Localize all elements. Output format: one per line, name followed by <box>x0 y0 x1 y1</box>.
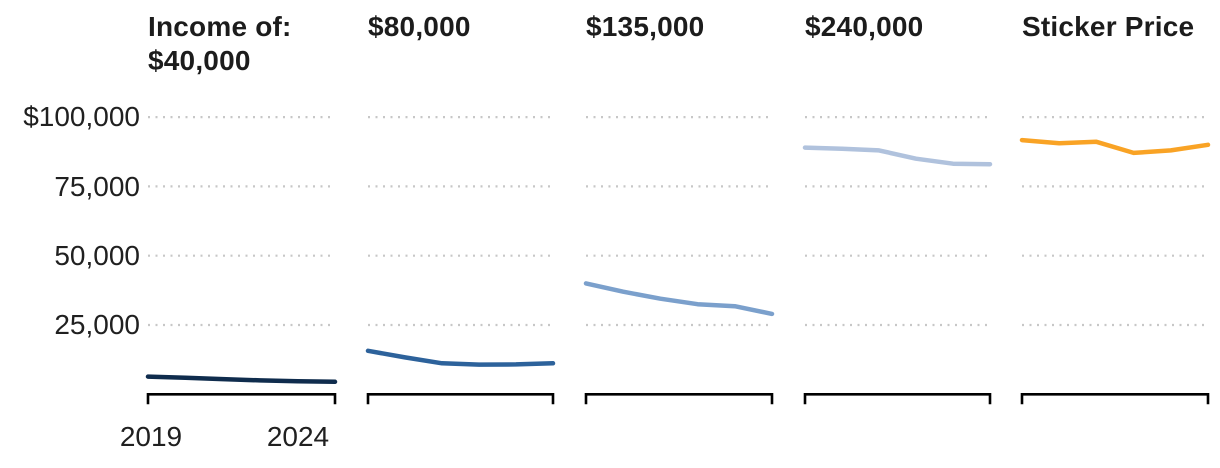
panel-title-line1: $135,000 <box>586 11 705 42</box>
y-axis-tick-100000: $100,000 <box>23 101 140 132</box>
panel-title-income-135000: $135,000 <box>586 10 798 44</box>
series-line <box>1019 137 1211 156</box>
panel-title-line1: Income of: <box>148 11 292 42</box>
series-line <box>365 348 556 367</box>
x-axis-bracket <box>1020 393 1210 405</box>
panel-title-line1: $80,000 <box>368 11 471 42</box>
panel-title-sticker-price: Sticker Price <box>1022 10 1220 44</box>
y-axis-tick-50000: 50,000 <box>54 240 140 271</box>
panel-title-line1: $240,000 <box>805 11 924 42</box>
x-axis-bracket <box>584 393 774 405</box>
x-axis-bracket <box>366 393 555 405</box>
panel-title-line2: $40,000 <box>148 45 251 76</box>
panel-title-line1: Sticker Price <box>1022 11 1195 42</box>
panel-title-income-40000: Income of: $40,000 <box>148 10 360 78</box>
series-line <box>802 145 993 167</box>
y-axis-tick-75000: 75,000 <box>54 171 140 202</box>
series-line <box>583 281 775 317</box>
x-axis-tick-2019: 2019 <box>119 421 183 452</box>
panel-title-income-240000: $240,000 <box>805 10 1017 44</box>
x-axis-bracket <box>803 393 992 405</box>
y-axis-tick-25000: 25,000 <box>54 309 140 340</box>
x-axis-bracket <box>146 393 337 405</box>
series-line <box>145 374 338 385</box>
x-axis-tick-2024: 2024 <box>266 421 330 452</box>
panel-title-income-80000: $80,000 <box>368 10 580 44</box>
